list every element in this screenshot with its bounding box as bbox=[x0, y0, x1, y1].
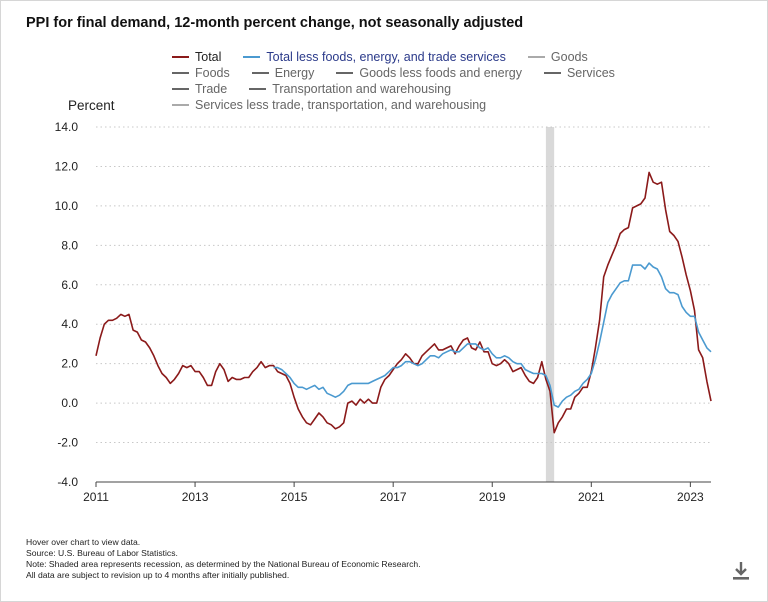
y-tick-label: -4.0 bbox=[57, 475, 78, 489]
series-line-total bbox=[95, 171, 712, 434]
note-hover: Hover over chart to view data. bbox=[26, 537, 141, 547]
series-line-total-less-foods-energy-trade bbox=[273, 262, 712, 408]
y-tick-label: 6.0 bbox=[61, 278, 78, 292]
y-tick-label: 4.0 bbox=[61, 317, 78, 331]
legend-item-goods[interactable]: Goods bbox=[527, 49, 588, 65]
legend-swatch-goods-less bbox=[336, 72, 354, 74]
legend-item-total-less-foods-energy-trade[interactable]: Total less foods, energy, and trade serv… bbox=[243, 49, 506, 65]
x-tick-label: 2021 bbox=[578, 490, 605, 504]
x-tick-label: 2023 bbox=[677, 490, 704, 504]
chart-title: PPI for final demand, 12-month percent c… bbox=[26, 15, 524, 31]
legend-swatch-transportation bbox=[249, 88, 267, 90]
x-tick-label: 2019 bbox=[479, 490, 506, 504]
y-tick-label: 2.0 bbox=[61, 357, 78, 371]
y-axis-label: Percent bbox=[68, 98, 115, 113]
y-tick-label: 12.0 bbox=[55, 159, 79, 173]
legend-item-energy[interactable]: Energy bbox=[251, 65, 314, 81]
legend-swatch-goods bbox=[527, 56, 545, 58]
legend-swatch-services bbox=[543, 72, 561, 74]
legend-item-services-less-trade[interactable]: Services less trade, transportation, and… bbox=[172, 97, 486, 113]
legend-item-foods[interactable]: Foods bbox=[172, 65, 230, 81]
legend-item-goods-less-foods-energy[interactable]: Goods less foods and energy bbox=[336, 65, 522, 81]
y-tick-label: 10.0 bbox=[55, 199, 79, 213]
y-tick-label: 8.0 bbox=[61, 238, 78, 252]
note-source: Source: U.S. Bureau of Labor Statistics. bbox=[26, 548, 178, 558]
chart-notes: Hover over chart to view data. Source: U… bbox=[26, 537, 421, 581]
note-recession: Note: Shaded area represents recession, … bbox=[26, 559, 421, 569]
legend-swatch-energy bbox=[251, 72, 269, 74]
chart-legend: Total Total less foods, energy, and trad… bbox=[172, 49, 642, 113]
legend-swatch-trade bbox=[172, 88, 189, 90]
legend-swatch-total-less bbox=[243, 56, 261, 58]
legend-swatch-services-less bbox=[172, 104, 189, 106]
y-tick-label: 14.0 bbox=[55, 120, 79, 134]
legend-swatch-total bbox=[172, 56, 189, 58]
y-tick-label: 0.0 bbox=[61, 396, 78, 410]
x-tick-label: 2017 bbox=[380, 490, 407, 504]
note-revision: All data are subject to revision up to 4… bbox=[26, 570, 290, 580]
x-tick-label: 2011 bbox=[83, 490, 109, 504]
legend-item-transportation-warehousing[interactable]: Transportation and warehousing bbox=[249, 81, 451, 97]
x-tick-label: 2015 bbox=[281, 490, 308, 504]
legend-item-services[interactable]: Services bbox=[543, 65, 615, 81]
download-icon[interactable] bbox=[730, 560, 752, 582]
x-tick-label: 2013 bbox=[182, 490, 209, 504]
legend-item-trade[interactable]: Trade bbox=[172, 81, 227, 97]
legend-swatch-foods bbox=[172, 72, 189, 74]
legend-item-total[interactable]: Total bbox=[172, 49, 221, 65]
y-tick-label: -2.0 bbox=[57, 436, 78, 450]
recession-band bbox=[545, 127, 555, 482]
